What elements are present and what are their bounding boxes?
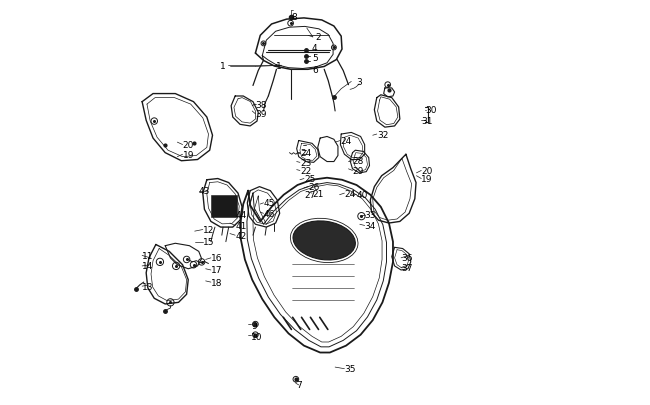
Text: 11: 11 bbox=[142, 251, 153, 260]
Text: 8: 8 bbox=[292, 13, 298, 22]
Text: 36: 36 bbox=[401, 254, 413, 263]
Ellipse shape bbox=[293, 222, 356, 260]
Text: 22: 22 bbox=[300, 166, 311, 175]
Text: 24: 24 bbox=[344, 189, 356, 198]
Text: 24: 24 bbox=[300, 149, 311, 158]
Text: 23: 23 bbox=[300, 158, 311, 167]
FancyBboxPatch shape bbox=[211, 196, 237, 218]
Text: 44: 44 bbox=[235, 211, 246, 220]
Text: 30: 30 bbox=[425, 106, 437, 115]
Text: 31: 31 bbox=[421, 117, 433, 126]
Text: 41: 41 bbox=[235, 222, 246, 230]
Text: 18: 18 bbox=[211, 278, 222, 287]
Text: 9: 9 bbox=[252, 321, 257, 330]
Text: 2: 2 bbox=[315, 32, 320, 41]
Text: 12: 12 bbox=[203, 226, 215, 234]
Text: 21: 21 bbox=[312, 189, 324, 198]
Text: 19: 19 bbox=[421, 175, 433, 183]
Text: 29: 29 bbox=[352, 166, 364, 175]
Text: 33: 33 bbox=[365, 211, 376, 220]
Text: 25: 25 bbox=[304, 175, 315, 183]
Text: 40: 40 bbox=[357, 191, 368, 200]
Text: 27: 27 bbox=[304, 191, 315, 200]
Text: 7: 7 bbox=[296, 380, 302, 390]
Text: 24: 24 bbox=[341, 136, 352, 146]
Text: 35: 35 bbox=[344, 364, 356, 373]
Text: 28: 28 bbox=[352, 157, 364, 166]
Text: 37: 37 bbox=[401, 263, 413, 273]
Text: 4: 4 bbox=[312, 44, 318, 53]
Text: 43: 43 bbox=[199, 187, 210, 196]
Text: 5: 5 bbox=[312, 53, 318, 62]
Text: 26: 26 bbox=[308, 183, 319, 192]
Text: 20: 20 bbox=[183, 141, 194, 150]
Text: 46: 46 bbox=[263, 209, 275, 218]
Text: 3: 3 bbox=[357, 78, 362, 87]
Text: 1: 1 bbox=[276, 62, 281, 70]
Text: 14: 14 bbox=[142, 262, 153, 271]
Text: 19: 19 bbox=[183, 150, 194, 159]
Text: 42: 42 bbox=[235, 231, 246, 240]
Text: 10: 10 bbox=[252, 332, 263, 341]
Text: 16: 16 bbox=[211, 254, 222, 263]
Text: 1: 1 bbox=[220, 62, 226, 70]
Text: 20: 20 bbox=[421, 166, 433, 175]
Text: 32: 32 bbox=[377, 130, 388, 139]
Text: 17: 17 bbox=[211, 266, 222, 275]
Text: 39: 39 bbox=[255, 110, 267, 119]
Text: 34: 34 bbox=[365, 222, 376, 230]
Text: 6: 6 bbox=[312, 66, 318, 75]
Text: 45: 45 bbox=[263, 199, 275, 208]
Text: 15: 15 bbox=[203, 238, 215, 247]
Text: 13: 13 bbox=[142, 282, 153, 291]
Text: 38: 38 bbox=[255, 100, 267, 109]
